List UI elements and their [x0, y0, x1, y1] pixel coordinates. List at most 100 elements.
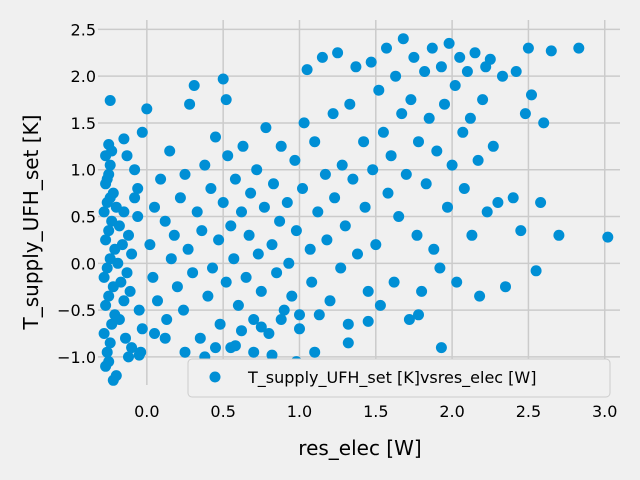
scatter-point	[191, 206, 203, 218]
scatter-point	[274, 215, 286, 227]
scatter-point	[365, 56, 377, 68]
scatter-point	[403, 314, 415, 325]
scatter-point	[362, 315, 374, 327]
scatter-point	[435, 342, 447, 354]
scatter-point	[207, 262, 218, 274]
scatter-point	[286, 290, 298, 302]
scatter-point	[236, 325, 247, 337]
scatter-point	[510, 66, 522, 77]
scatter-point	[385, 150, 397, 162]
scatter-point	[374, 299, 386, 311]
scatter-point	[100, 234, 112, 246]
scatter-point	[196, 225, 208, 237]
scatter-point	[304, 243, 316, 255]
scatter-point	[339, 220, 351, 232]
scatter-point	[390, 70, 402, 82]
scatter-point	[446, 159, 458, 171]
scatter-point	[515, 225, 527, 237]
scatter-point	[133, 349, 145, 361]
scatter-point	[98, 271, 110, 283]
y-axis-label: T_supply_UFH_set [K]	[19, 115, 43, 331]
scatter-point	[179, 346, 191, 358]
scatter-point	[352, 248, 363, 260]
y-tick-label: −1.0	[57, 348, 96, 367]
scatter-point	[232, 299, 244, 311]
scatter-point	[255, 285, 267, 297]
scatter-point	[214, 318, 226, 330]
x-tick-label: 2.0	[439, 402, 464, 421]
scatter-point	[243, 229, 255, 241]
scatter-point	[294, 309, 305, 321]
scatter-point	[222, 150, 234, 162]
scatter-point	[426, 42, 438, 54]
scatter-point	[336, 159, 348, 171]
scatter-point	[443, 37, 455, 49]
scatter-point	[411, 229, 423, 241]
scatter-point	[301, 64, 313, 76]
scatter-point	[161, 314, 173, 325]
scatter-point	[101, 346, 113, 358]
scatter-point	[472, 154, 484, 166]
scatter-point	[123, 351, 134, 363]
scatter-point	[103, 225, 115, 237]
scatter-point	[101, 262, 113, 274]
scatter-point	[434, 262, 446, 274]
scatter-point	[332, 47, 344, 59]
scatter-point	[381, 42, 392, 54]
scatter-point	[507, 192, 519, 204]
scatter-point	[347, 173, 359, 185]
scatter-point	[526, 89, 537, 101]
legend-marker	[209, 371, 221, 383]
scatter-point	[281, 197, 293, 208]
scatter-point	[309, 346, 321, 358]
scatter-point	[602, 231, 614, 243]
scatter-point	[152, 295, 163, 307]
scatter-point	[104, 95, 116, 106]
scatter-point	[298, 117, 310, 129]
scatter-point	[420, 178, 432, 190]
scatter-point	[359, 201, 371, 213]
scatter-point	[144, 239, 156, 251]
scatter-point	[258, 201, 270, 213]
scatter-point	[129, 164, 141, 176]
scatter-point	[289, 154, 301, 166]
scatter-point	[461, 66, 473, 77]
scatter-point	[290, 225, 302, 237]
scatter-point	[213, 234, 225, 246]
scatter-point	[184, 98, 196, 110]
scatter-point	[225, 220, 237, 232]
scatter-point	[373, 84, 385, 96]
scatter-point	[271, 267, 283, 279]
scatter-point	[248, 346, 260, 358]
scatter-point	[487, 140, 499, 152]
scatter-point	[248, 314, 260, 325]
scatter-point	[342, 318, 354, 330]
scatter-point	[275, 140, 287, 152]
scatter-point	[481, 206, 493, 218]
scatter-point	[101, 173, 113, 185]
scatter-point	[187, 267, 199, 279]
scatter-point	[428, 243, 440, 255]
legend: T_supply_UFH_set [K]vsres_elec [W]	[187, 358, 611, 398]
scatter-point	[393, 211, 405, 222]
scatter-point	[278, 304, 290, 316]
scatter-point	[457, 126, 469, 138]
scatter-point	[350, 61, 362, 73]
scatter-point	[313, 309, 325, 321]
scatter-point	[113, 314, 125, 325]
scatter-point	[118, 133, 130, 145]
scatter-point	[236, 206, 247, 218]
scatter-point	[316, 51, 328, 63]
scatter-point	[210, 342, 221, 354]
scatter-point	[164, 145, 176, 157]
scatter-point	[159, 332, 171, 344]
x-tick-label: 1.5	[363, 402, 388, 421]
scatter-point	[147, 271, 159, 283]
scatter-point	[474, 290, 486, 302]
scatter-point	[342, 337, 354, 349]
scatter-point	[113, 220, 125, 232]
scatter-point	[229, 340, 241, 352]
scatter-point	[538, 117, 550, 129]
scatter-point	[396, 108, 408, 120]
scatter-point	[324, 295, 336, 307]
